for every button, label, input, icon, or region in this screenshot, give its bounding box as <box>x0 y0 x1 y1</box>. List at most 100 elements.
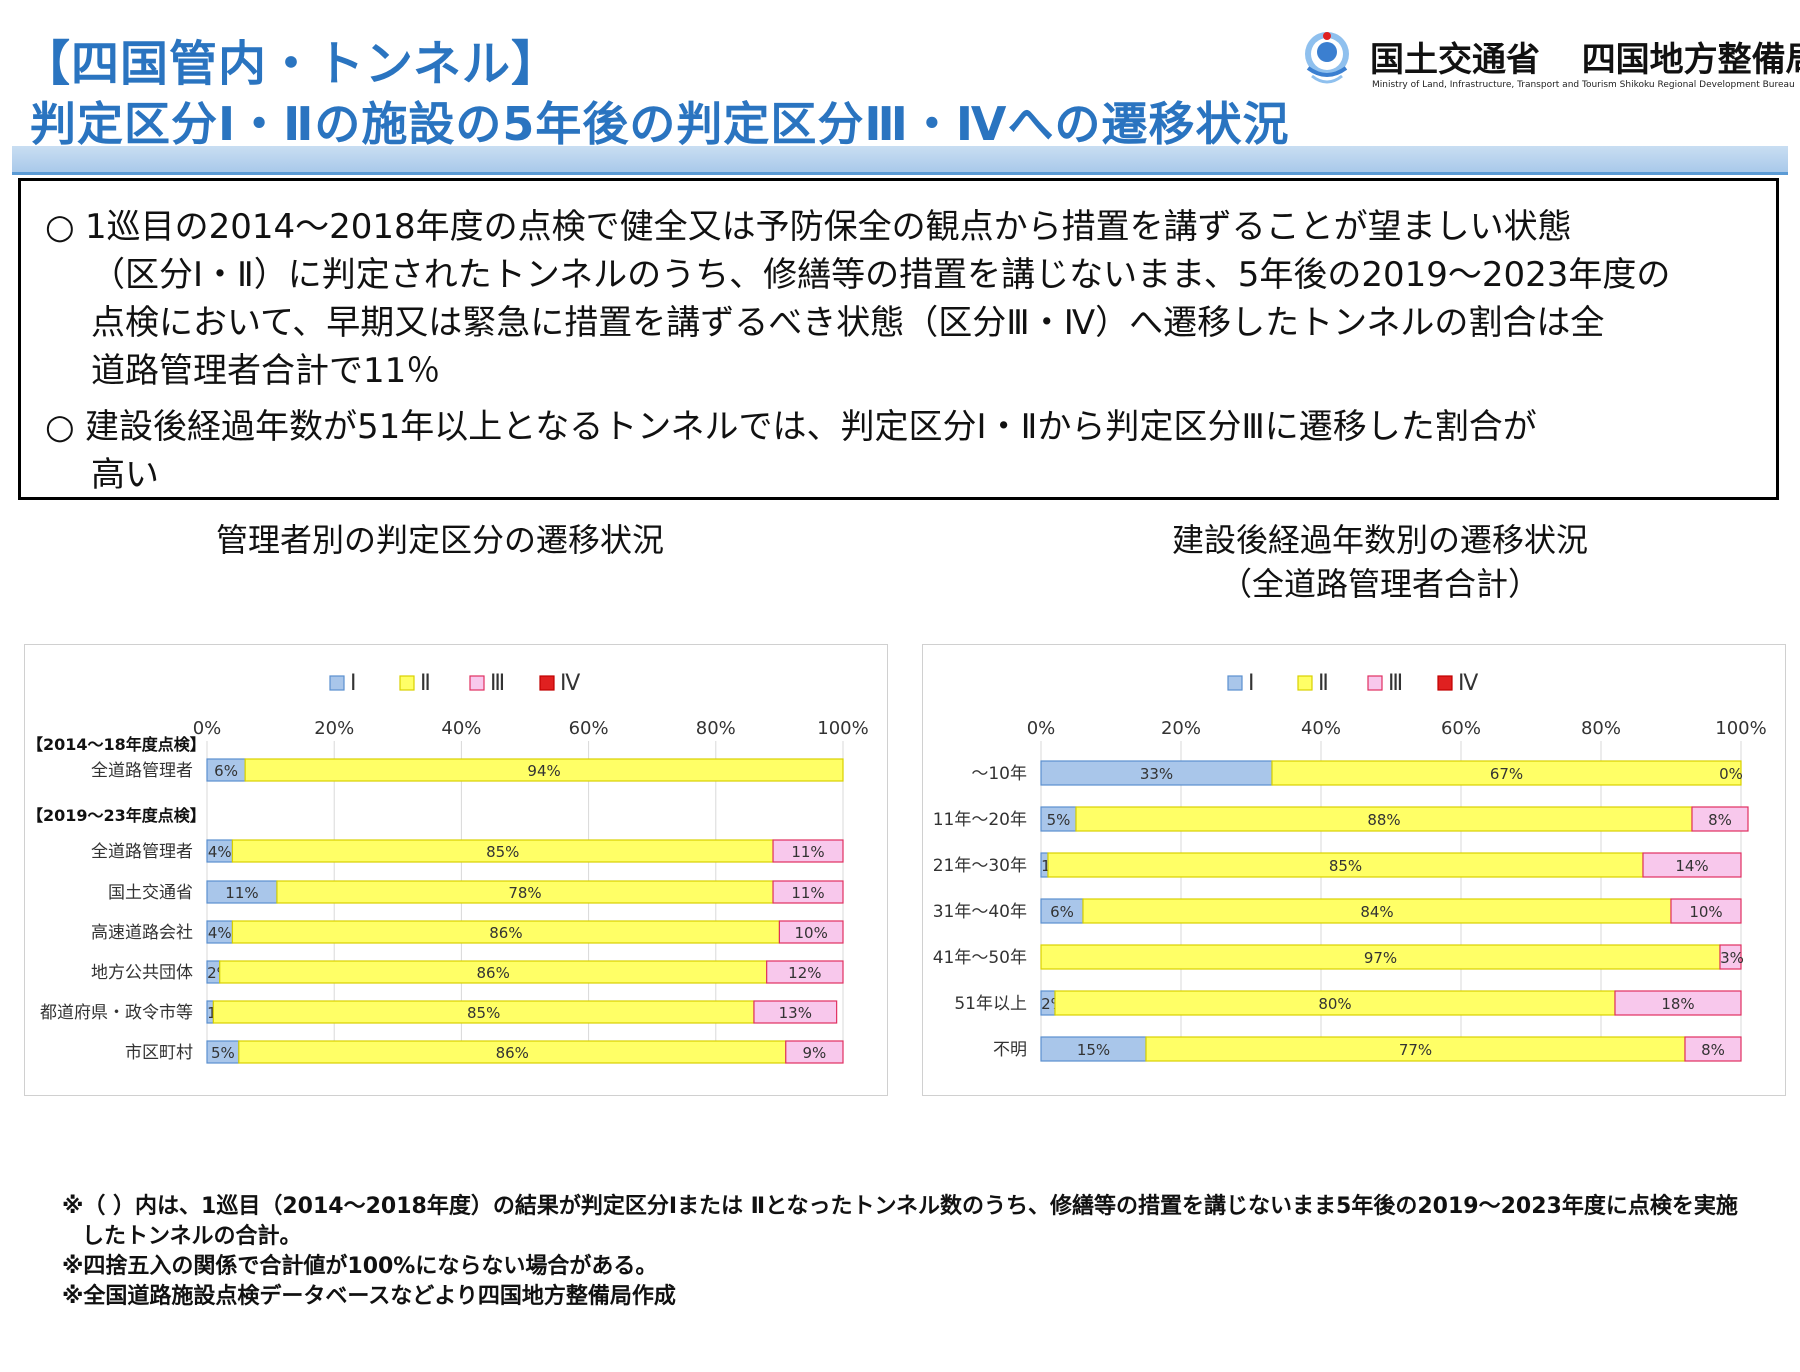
bullet-circle-icon: ○ <box>45 207 75 247</box>
legend-swatch-4 <box>1437 675 1453 691</box>
category-label: 市区町村 <box>125 1043 193 1063</box>
legend-swatch-2 <box>399 675 415 691</box>
summary-box: ○ 1巡目の2014～2018年度の点検で健全又は予防保全の観点から措置を講ずるこ… <box>18 178 1779 500</box>
data-label: 97% <box>1364 949 1397 967</box>
footnote-1: ※（ ）内は、1巡目（2014～2018年度）の結果が判定区分Ⅰまたは Ⅱとなっ… <box>62 1194 1738 1219</box>
x-tick-label: 60% <box>569 718 609 739</box>
legend-swatch-4 <box>539 675 555 691</box>
chart-by-manager: Ⅰ Ⅱ Ⅲ Ⅳ 0% 20% 40% 60% 80% 100% 【2014～18年度点検】 【2019… <box>24 644 888 1096</box>
category-label: 全道路管理者 <box>91 761 193 781</box>
bar-segment <box>1040 760 1273 786</box>
category-label: 21年～30年 <box>933 856 1027 876</box>
bar-segment <box>772 880 844 904</box>
legend-label-3: Ⅲ <box>490 671 505 696</box>
logo-bureau-name: 四国地方整備局 <box>1581 40 1800 80</box>
legend-label-2: Ⅱ <box>420 671 431 696</box>
data-label: 85% <box>467 1004 500 1022</box>
bar-segment <box>1054 990 1616 1016</box>
legend-label-4: Ⅳ <box>560 671 581 696</box>
ministry-logo: 国土交通省 四国地方整備局 Ministry of Land, Infrastr… <box>1300 26 1800 96</box>
data-label: 86% <box>496 1044 529 1062</box>
category-label: 国土交通省 <box>108 883 193 903</box>
data-label: 6% <box>1050 903 1074 921</box>
summary-p2-line1: 建設後経過年数が51年以上となるトンネルでは、判定区分Ⅰ・Ⅱから判定区分Ⅲに遷移… <box>85 407 1537 447</box>
legend-swatch-3 <box>469 675 485 691</box>
summary-p1-line2: （区分Ⅰ・Ⅱ）に判定されたトンネルのうち、修繕等の措置を講じないまま、5年後の2… <box>91 255 1671 295</box>
data-label: 15% <box>1077 1041 1110 1059</box>
bar-segment <box>244 758 844 782</box>
bar-segment <box>1614 990 1742 1016</box>
bar-segment <box>1691 806 1749 832</box>
x-tick-label: 0% <box>1027 718 1056 739</box>
data-label: 10% <box>795 924 828 942</box>
data-label: 94% <box>527 762 560 780</box>
bar-segment <box>1040 944 1721 970</box>
chart-by-age: Ⅰ Ⅱ Ⅲ Ⅳ 0% 20% 40% 60% 80% 100% ～10年 33% 67% 0% 11年～20… <box>922 644 1786 1096</box>
bullet-circle-icon: ○ <box>45 407 75 447</box>
data-label: 5% <box>1047 811 1071 829</box>
data-label: 11% <box>791 843 824 861</box>
data-label: 78% <box>508 884 541 902</box>
category-label: 11年～20年 <box>933 810 1027 830</box>
data-label: 4% <box>208 924 232 942</box>
category-label: 全道路管理者 <box>91 842 193 862</box>
legend-label-2: Ⅱ <box>1318 671 1329 696</box>
data-label: 13% <box>779 1004 812 1022</box>
legend-label-4: Ⅳ <box>1458 671 1479 696</box>
legend-label-3: Ⅲ <box>1388 671 1403 696</box>
data-label: 18% <box>1661 995 1694 1013</box>
x-tick-label: 100% <box>817 718 868 739</box>
x-tick-label: 80% <box>1581 718 1621 739</box>
category-label: 31年～40年 <box>933 902 1027 922</box>
legend-swatch-2 <box>1297 675 1313 691</box>
footnotes: ※（ ）内は、1巡目（2014～2018年度）の結果が判定区分Ⅰまたは Ⅱとなっ… <box>62 1192 1738 1312</box>
bar-segment <box>1040 806 1077 832</box>
data-label: 6% <box>214 762 238 780</box>
data-label: 4% <box>208 843 232 861</box>
data-label: 84% <box>1360 903 1393 921</box>
data-label: 85% <box>1329 857 1362 875</box>
x-tick-label: 20% <box>314 718 354 739</box>
logo-ministry-name: 国土交通省 <box>1370 40 1540 80</box>
page-title: 判定区分Ⅰ・Ⅱの施設の5年後の判定区分Ⅲ・Ⅳへの遷移状況 <box>30 97 1290 151</box>
data-label: 86% <box>489 924 522 942</box>
bar-segment <box>1642 852 1742 878</box>
x-tick-label: 100% <box>1715 718 1766 739</box>
data-label: 80% <box>1318 995 1351 1013</box>
data-label: 33% <box>1140 765 1173 783</box>
category-label: 都道府県・政令市等 <box>40 1003 193 1023</box>
data-label: 67% <box>1490 765 1523 783</box>
x-tick-label: 0% <box>193 718 222 739</box>
chart-right-title-line1: 建設後経過年数別の遷移状況 <box>1171 521 1588 559</box>
data-label: 88% <box>1367 811 1400 829</box>
data-label: 77% <box>1399 1041 1432 1059</box>
bar-segment <box>1271 760 1742 786</box>
bar-segment <box>1684 1036 1742 1062</box>
legend-swatch-1 <box>329 675 345 691</box>
bar-segment <box>1040 1036 1147 1062</box>
category-label: ～10年 <box>971 764 1027 784</box>
bar-segment <box>1040 898 1084 924</box>
title-underline-band <box>12 146 1788 175</box>
chart-right-title: 建設後経過年数別の遷移状況 （全道路管理者合計） <box>1080 518 1680 606</box>
bar-segment <box>1670 898 1742 924</box>
data-label: 0% <box>1719 765 1743 783</box>
bar-segment <box>1082 898 1672 924</box>
data-label: 8% <box>1708 811 1732 829</box>
data-label: 86% <box>477 964 510 982</box>
data-label: 11% <box>225 884 258 902</box>
bar-segment <box>1047 852 1644 878</box>
summary-point-1: ○ 1巡目の2014～2018年度の点検で健全又は予防保全の観点から措置を講ずるこ… <box>45 203 1670 395</box>
group-label: 【2019～23年度点検】 <box>27 806 206 825</box>
legend-swatch-3 <box>1367 675 1383 691</box>
chart-by-age-svg: Ⅰ Ⅱ Ⅲ Ⅳ 0% 20% 40% 60% 80% 100% ～10年 33% 67% 0% 11年～20… <box>933 671 1767 1062</box>
summary-p1-line4: 道路管理者合計で11％ <box>91 351 441 391</box>
data-label: 5% <box>211 1044 235 1062</box>
data-label: 10% <box>1689 903 1722 921</box>
chart-left-title: 管理者別の判定区分の遷移状況 <box>215 521 664 559</box>
bar-segment <box>772 839 844 863</box>
data-label: 9% <box>802 1044 826 1062</box>
data-label: 11% <box>791 884 824 902</box>
x-tick-label: 60% <box>1441 718 1481 739</box>
data-label: 3% <box>1720 949 1744 967</box>
